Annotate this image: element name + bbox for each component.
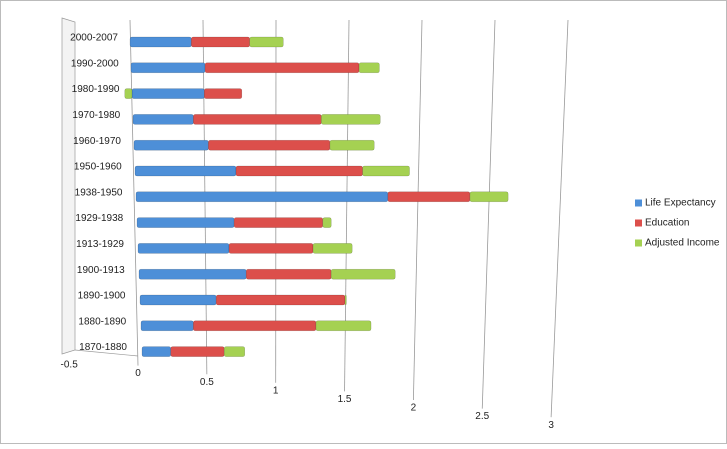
- bar-segment: [138, 243, 229, 253]
- x-tick-label: 0.5: [200, 377, 214, 388]
- x-tick-label: 0: [135, 368, 141, 379]
- bar-segment: [140, 295, 216, 305]
- legend-swatch: [635, 200, 642, 207]
- bar-segment: [224, 347, 245, 357]
- x-tick-label: 3: [548, 420, 554, 431]
- bar-segment: [204, 89, 242, 99]
- bar-segment: [193, 114, 321, 124]
- y-tick-label: 1870-1880: [79, 342, 127, 353]
- y-tick-label: 1890-1900: [78, 291, 126, 302]
- bar-segment: [323, 218, 331, 228]
- bar-segment: [132, 89, 204, 99]
- y-tick-label: 1960-1970: [73, 136, 121, 147]
- y-tick-label: 2000-2007: [70, 33, 118, 44]
- bar-segment: [208, 140, 330, 150]
- bar-segment: [191, 37, 249, 47]
- y-tick-label: 1938-1950: [75, 187, 123, 198]
- y-tick-label: 1880-1890: [78, 316, 126, 327]
- bar-segment: [363, 166, 410, 176]
- bar-segment: [250, 37, 284, 47]
- bar-segment: [331, 269, 395, 279]
- y-tick-label: 1929-1938: [75, 213, 123, 224]
- bar-segment: [205, 63, 359, 73]
- bar-segment: [229, 243, 313, 253]
- x-tick-label: 1: [273, 385, 279, 396]
- bar-segment: [236, 166, 363, 176]
- x-tick-label: 2.5: [475, 411, 489, 422]
- bar-segment: [316, 321, 371, 331]
- bar-segment: [246, 269, 331, 279]
- y-tick-label: 1913-1929: [76, 239, 124, 250]
- x-tick-label: 2: [411, 403, 417, 414]
- bar-segment: [470, 192, 508, 202]
- bar-segment: [131, 63, 205, 73]
- bar-segment: [136, 192, 388, 202]
- bar-segment: [193, 321, 316, 331]
- bar-segment: [321, 114, 380, 124]
- legend-label: Adjusted Income: [645, 238, 720, 249]
- legend-label: Life Expectancy: [645, 198, 716, 209]
- bar-segment: [142, 347, 171, 357]
- legend-swatch: [635, 220, 642, 227]
- bar-segment: [130, 37, 191, 47]
- bar-segment: [135, 166, 236, 176]
- bar-segment: [134, 140, 208, 150]
- legend-swatch: [635, 240, 642, 247]
- legend-label: Education: [645, 218, 689, 229]
- x-tick-label: 1.5: [338, 394, 352, 405]
- y-tick-label: 1980-1990: [72, 84, 120, 95]
- bar-segment: [133, 114, 193, 124]
- bar-segment: [234, 218, 323, 228]
- bar-segment: [313, 243, 352, 253]
- y-tick-label: 1950-1960: [74, 162, 122, 173]
- y-tick-label: 1990-2000: [71, 58, 119, 69]
- bar-segment: [345, 295, 346, 305]
- bar-segment: [359, 63, 379, 73]
- y-tick-label: 1970-1980: [72, 110, 120, 121]
- bar-segment: [141, 321, 193, 331]
- bar-segment: [139, 269, 246, 279]
- bar-segment: [137, 218, 234, 228]
- bar-segment: [216, 295, 345, 305]
- bar-segment: [171, 347, 224, 357]
- bar-segment: [330, 140, 374, 150]
- bar-segment: [388, 192, 470, 202]
- x-tick-label: -0.5: [61, 360, 79, 371]
- bar-segment: [125, 89, 132, 99]
- y-tick-label: 1900-1913: [77, 265, 125, 276]
